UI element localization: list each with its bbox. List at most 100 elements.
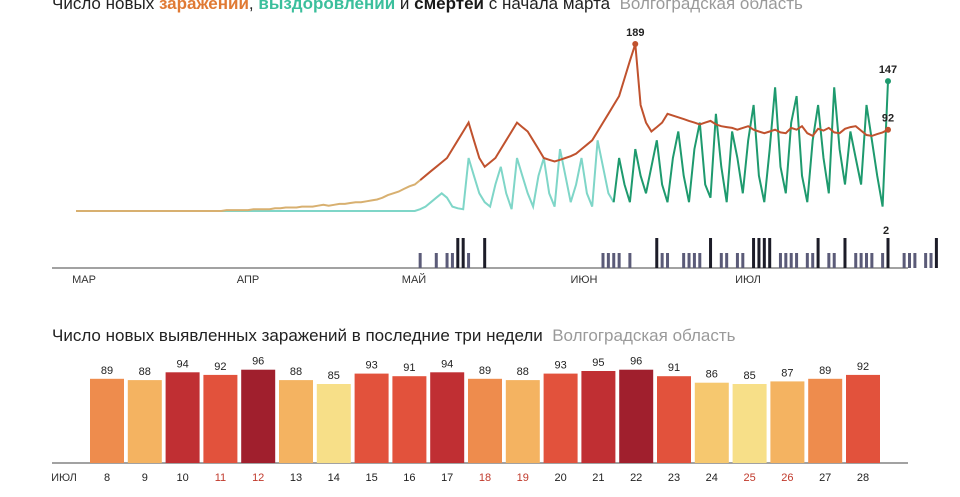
bar-value-label: 89: [819, 365, 831, 377]
title-sep2: и: [395, 0, 415, 13]
bar-value-label: 93: [554, 360, 566, 372]
bar: [279, 380, 313, 463]
deaths-bar: [628, 253, 632, 268]
title-infections: заражений: [158, 0, 249, 13]
deaths-bar: [752, 238, 756, 268]
bottom-chart-title: Число новых выявленных заражений в после…: [52, 326, 736, 346]
bar-value-label: 92: [214, 361, 226, 373]
bar-day-label: 25: [743, 472, 755, 484]
bar: [732, 384, 767, 463]
bar-day-label: 9: [142, 472, 148, 484]
deaths-bar: [870, 253, 874, 268]
bar-day-label: 18: [479, 472, 491, 484]
bar-value-label: 95: [592, 357, 604, 369]
bar: [90, 378, 124, 463]
deaths-bar: [467, 253, 471, 268]
month-label: АПР: [237, 274, 259, 286]
deaths-bar: [735, 253, 739, 268]
bar: [392, 376, 427, 463]
bar: [846, 374, 880, 463]
bar-day-label: 22: [630, 472, 642, 484]
bottom-title-region: Волгоградская область: [552, 326, 736, 345]
last-deaths-label: 2: [883, 225, 889, 237]
bar-value-label: 85: [743, 370, 755, 382]
deaths-bar: [908, 253, 912, 268]
recoveries-line-late: [612, 81, 889, 207]
deaths-bar: [795, 253, 799, 268]
deaths-bar: [612, 253, 616, 268]
deaths-bar: [725, 253, 729, 268]
recoveries-last-marker: [885, 78, 891, 85]
infections-peak-marker: [632, 41, 639, 47]
top-chart-title: Число новых заражений, выздоровлений и с…: [52, 0, 803, 14]
bar-day-label: 28: [857, 472, 869, 484]
bottom-month-label: ИЮЛ: [51, 472, 77, 484]
bar-value-label: 93: [365, 360, 377, 372]
month-label: МАЙ: [402, 273, 426, 286]
bar: [241, 369, 276, 463]
bar: [203, 374, 238, 463]
bar: [430, 372, 465, 463]
deaths-bar: [418, 253, 422, 268]
deaths-bar: [709, 238, 713, 268]
title-recoveries: выздоровлений: [258, 0, 396, 13]
bar-value-label: 89: [101, 365, 113, 377]
deaths-bar: [483, 238, 487, 268]
deaths-bar: [762, 238, 766, 268]
bar-value-label: 94: [441, 358, 453, 370]
bar: [657, 376, 691, 463]
deaths-bar: [864, 253, 868, 268]
infections-line-late: [419, 43, 889, 181]
deaths-bar: [854, 253, 858, 268]
bar-day-label: 27: [819, 472, 831, 484]
bar: [505, 380, 540, 463]
bar: [694, 382, 729, 463]
bar: [165, 372, 200, 463]
bar: [354, 373, 389, 463]
bar-day-label: 13: [290, 472, 302, 484]
title-suffix: с начала марта: [484, 0, 611, 13]
deaths-bar: [789, 253, 793, 268]
deaths-bar: [655, 238, 659, 268]
deaths-bar: [461, 238, 465, 268]
title-sep1: ,: [248, 0, 259, 13]
deaths-bar: [768, 238, 772, 268]
month-label: МАР: [72, 274, 96, 286]
deaths-bar: [811, 253, 815, 268]
deaths-bar: [757, 238, 761, 268]
bar: [619, 369, 654, 463]
bar: [581, 371, 616, 463]
deaths-bar: [778, 253, 782, 268]
bar-day-label: 11: [215, 472, 226, 484]
bar-value-label: 96: [630, 356, 642, 368]
bar-value-label: 88: [290, 366, 302, 378]
bar-day-label: 26: [781, 472, 793, 484]
last-recoveries-label: 147: [879, 64, 897, 76]
bar-value-label: 85: [328, 370, 340, 382]
deaths-bar: [784, 253, 788, 268]
bar-value-label: 86: [706, 369, 718, 381]
bar-value-label: 96: [252, 356, 264, 368]
deaths-bar: [805, 253, 809, 268]
deaths-bar: [692, 253, 696, 268]
bar-day-label: 15: [365, 472, 377, 484]
bar-day-label: 8: [104, 472, 110, 484]
title-region: Волгоградская область: [619, 0, 803, 13]
deaths-bar: [682, 253, 686, 268]
deaths-bar: [929, 253, 933, 268]
deaths-bar: [456, 238, 460, 268]
deaths-bar: [698, 253, 702, 268]
bar-value-label: 88: [517, 366, 529, 378]
deaths-bar: [881, 253, 885, 268]
bar-day-label: 21: [592, 472, 604, 484]
infections-line-early: [76, 179, 421, 212]
bottom-title-text: Число новых выявленных заражений в после…: [52, 326, 543, 345]
deaths-bar: [924, 253, 928, 268]
bar-value-label: 91: [403, 362, 415, 374]
deaths-bar: [445, 253, 449, 268]
bar-day-label: 12: [252, 472, 264, 484]
deaths-bar: [886, 238, 890, 268]
bar-value-label: 94: [176, 358, 188, 370]
bar-day-label: 16: [403, 472, 415, 484]
